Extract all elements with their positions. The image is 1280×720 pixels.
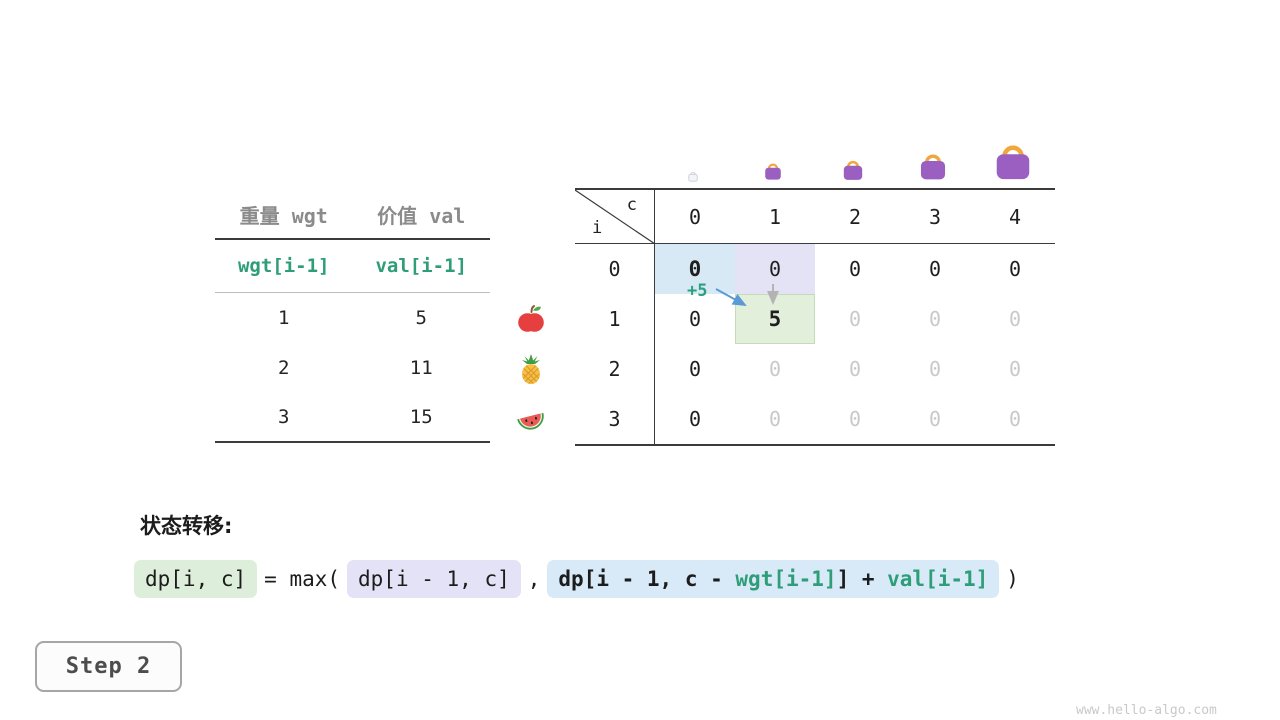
- dp-cell-current: 5: [735, 294, 815, 344]
- bag-icon-capacity-1: [762, 159, 784, 181]
- dp-cell: 0: [848, 407, 862, 431]
- item-value: 15: [409, 406, 433, 428]
- dp-col-header: 2: [815, 190, 895, 244]
- dp-cell: 0: [1008, 257, 1022, 281]
- dp-cell: 0: [848, 357, 862, 381]
- take-term-val: val[i-1]: [887, 567, 989, 591]
- col-axis-label: c: [626, 195, 637, 215]
- state-transition-formula: dp[i, c] = max( dp[i - 1, c] , dp[i - 1,…: [134, 560, 1026, 598]
- value-column-header: 价值 val: [377, 203, 466, 228]
- formula-skip-term-chip: dp[i - 1, c]: [347, 560, 521, 598]
- take-term-prefix: dp[i - 1, c -: [558, 567, 736, 591]
- dp-cell: 0: [928, 407, 942, 431]
- dp-cell: 0: [768, 407, 782, 431]
- item-row: 3 15: [215, 393, 490, 443]
- val-formula: val[i-1]: [375, 255, 467, 277]
- item-value: 5: [415, 307, 427, 329]
- dp-cell: 0: [1008, 357, 1022, 381]
- dp-col-header: 0: [655, 190, 735, 244]
- items-table: 重量 wgt 价值 val wgt[i-1] val[i-1] 1 5 2 11…: [215, 190, 490, 443]
- item-row: 2 11: [215, 343, 490, 393]
- bag-icon-capacity-0: [686, 169, 700, 182]
- bag-icon-capacity-3: [916, 148, 950, 181]
- dp-cell: 0: [688, 357, 702, 381]
- item-row: 1 5: [215, 293, 490, 343]
- dp-cell: 0: [735, 244, 815, 294]
- dp-col-header: 3: [895, 190, 975, 244]
- dp-cell: 0: [688, 307, 702, 331]
- item-weight: 2: [278, 357, 290, 379]
- apple-icon: [515, 303, 547, 335]
- bag-icon-capacity-2: [840, 156, 866, 181]
- dp-axis-corner: c i: [575, 190, 655, 244]
- formula-comma: ,: [527, 567, 541, 591]
- item-weight: 3: [278, 406, 290, 428]
- weight-column-header: 重量 wgt: [239, 203, 328, 228]
- item-value: 11: [409, 357, 433, 379]
- take-term-wgt: wgt[i-1]: [735, 567, 837, 591]
- bag-icon-capacity-4: [990, 137, 1036, 181]
- dp-cell: 0: [848, 257, 862, 281]
- items-formula-row: wgt[i-1] val[i-1]: [215, 240, 490, 293]
- dp-col-header: 4: [975, 190, 1055, 244]
- dp-table: c i 0 1 2 3 4 0 0 0 0 0 0 1 0 5 0 0 0 2 …: [575, 188, 1055, 446]
- pineapple-icon: [515, 353, 547, 385]
- dp-row-header: 0: [575, 244, 655, 294]
- diagonal-divider: [575, 190, 655, 244]
- dp-cell: 0: [688, 407, 702, 431]
- step-indicator: Step 2: [35, 641, 182, 692]
- formula-close-paren: ): [1006, 567, 1019, 591]
- dp-cell: 0: [655, 244, 735, 294]
- take-term-mid: ] +: [836, 567, 888, 591]
- dp-cell: 0: [1008, 307, 1022, 331]
- row-axis-label: i: [592, 218, 603, 238]
- dp-cell: 0: [1008, 407, 1022, 431]
- formula-lhs-chip: dp[i, c]: [134, 560, 258, 598]
- formula-equals-max: = max(: [264, 567, 341, 591]
- item-weight: 1: [278, 307, 290, 329]
- items-header-row: 重量 wgt 价值 val: [215, 190, 490, 240]
- site-watermark: www.hello-algo.com: [1076, 703, 1217, 718]
- wgt-formula: wgt[i-1]: [237, 255, 330, 277]
- dp-cell: 0: [928, 307, 942, 331]
- dp-row-header: 1: [575, 294, 655, 344]
- dp-cell: 0: [928, 357, 942, 381]
- dp-col-header: 1: [735, 190, 815, 244]
- formula-section-label: 状态转移:: [140, 514, 233, 538]
- dp-cell: 0: [848, 307, 862, 331]
- dp-row-header: 3: [575, 394, 655, 444]
- gain-annotation: +5: [687, 281, 708, 301]
- watermelon-icon: [515, 403, 547, 435]
- formula-take-term-chip: dp[i - 1, c - wgt[i-1]] + val[i-1]: [547, 560, 1000, 598]
- dp-row-header: 2: [575, 344, 655, 394]
- dp-cell: 0: [928, 257, 942, 281]
- dp-cell: 0: [768, 357, 782, 381]
